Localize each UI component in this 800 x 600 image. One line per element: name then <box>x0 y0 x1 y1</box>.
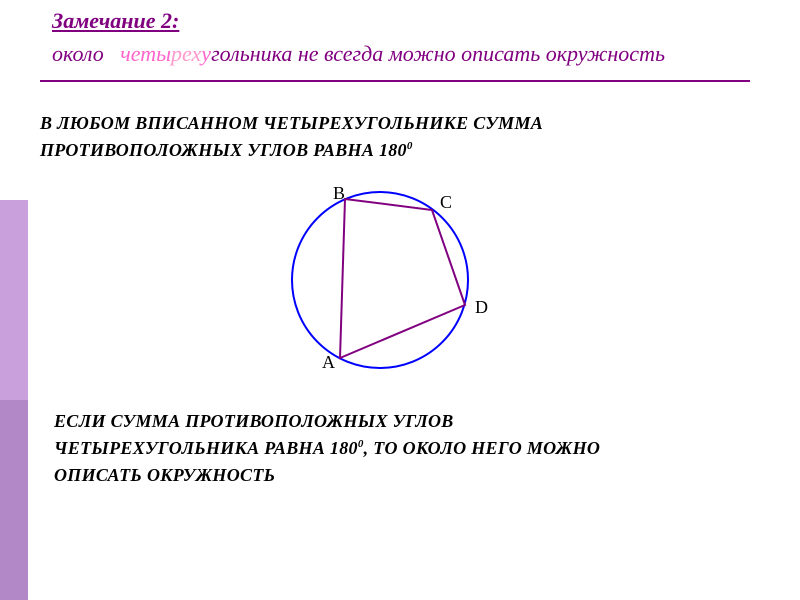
vertex-label-A: A <box>322 352 335 372</box>
subtitle-rest: гольника не всегда можно описать окружно… <box>211 41 665 66</box>
subtitle-word-1: около <box>52 41 104 66</box>
theorem-1: В ЛЮБОМ ВПИСАННОМ ЧЕТЫРЕХУГОЛЬНИКЕ СУММА… <box>40 110 760 164</box>
sidebar-accent-top <box>0 200 28 400</box>
diagram: A B C D <box>40 170 760 390</box>
theorem-2: ЕСЛИ СУММА ПРОТИВОПОЛОЖНЫХ УГЛОВ ЧЕТЫРЕХ… <box>54 408 760 489</box>
subtitle-highlight-3: у <box>201 41 211 66</box>
note-title: Замечание 2: <box>52 8 760 34</box>
vertex-label-C: C <box>440 192 452 212</box>
vertex-label-D: D <box>475 297 488 317</box>
slide-content: Замечание 2: около четырехугольника не в… <box>40 0 760 489</box>
sidebar-accent-bottom <box>0 400 28 600</box>
theorem-2-line-2b: , ТО ОКОЛО НЕГО МОЖНО <box>364 438 601 458</box>
subtitle-highlight-2: рех <box>171 41 201 66</box>
subtitle-highlight-1: четы <box>120 41 171 66</box>
vertex-label-B: B <box>333 183 345 203</box>
theorem-1-degree: 0 <box>407 140 413 152</box>
inscribed-quadrilateral-svg: A B C D <box>240 170 540 390</box>
theorem-2-line-2a: ЧЕТЫРЕХУГОЛЬНИКА РАВНА 180 <box>54 438 358 458</box>
theorem-2-line-3: ОПИСАТЬ ОКРУЖНОСТЬ <box>54 465 275 485</box>
theorem-1-line-1: В ЛЮБОМ ВПИСАННОМ ЧЕТЫРЕХУГОЛЬНИКЕ СУММА <box>40 113 543 133</box>
note-subtitle: около четырехугольника не всегда можно о… <box>52 38 760 70</box>
divider <box>40 80 750 82</box>
theorem-2-line-1: ЕСЛИ СУММА ПРОТИВОПОЛОЖНЫХ УГЛОВ <box>54 411 454 431</box>
theorem-1-line-2: ПРОТИВОПОЛОЖНЫХ УГЛОВ РАВНА 180 <box>40 140 407 160</box>
